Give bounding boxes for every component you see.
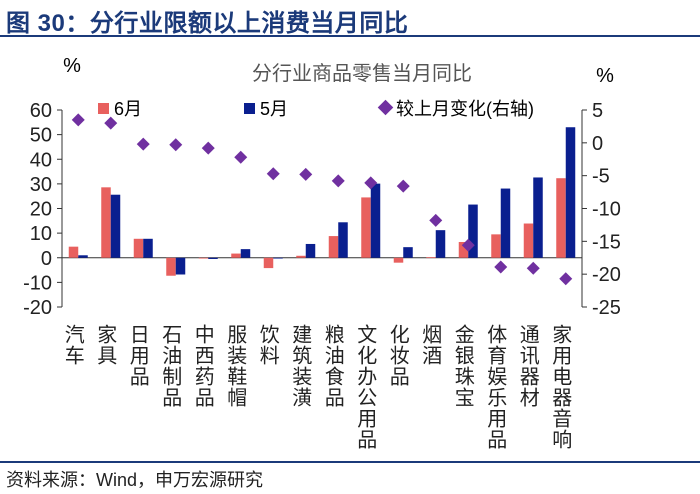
bar-may — [110, 194, 121, 258]
legend-swatch-june — [98, 103, 109, 114]
bar-june — [491, 234, 501, 258]
bar-june — [458, 241, 469, 258]
bar-june — [263, 257, 274, 269]
title-rule — [0, 35, 700, 37]
marker-change — [559, 272, 573, 286]
legend-label-may: 5月 — [260, 99, 288, 119]
right-axis-tick-label: 5 — [592, 100, 603, 122]
category-label: 通讯器材 — [516, 324, 539, 408]
category-label: 石油制品 — [159, 324, 182, 408]
right-axis-tick-label: -15 — [592, 231, 621, 253]
bar-june — [328, 236, 339, 258]
marker-change — [234, 150, 248, 164]
marker-change — [526, 261, 540, 275]
category-label: 粮油食品 — [321, 324, 344, 408]
left-axis-tick-label: 0 — [41, 248, 52, 270]
category-label: 文化办公用品 — [354, 324, 377, 450]
marker-change — [364, 176, 378, 190]
bar-june — [133, 238, 144, 258]
category-label: 家具 — [94, 324, 117, 366]
bar-june — [231, 253, 241, 258]
right-axis-tick-label: -25 — [592, 297, 621, 319]
footer-rule — [0, 461, 700, 463]
bar-june — [68, 246, 79, 258]
right-axis-tick-label: -10 — [592, 199, 621, 221]
chart-title: 分行业商品零售当月同比 — [252, 62, 472, 85]
bar-june — [523, 223, 534, 258]
category-label: 金银珠宝 — [451, 324, 474, 408]
left-axis-tick-label: 50 — [30, 125, 52, 147]
bar-may — [565, 127, 576, 258]
category-label: 建筑装潢 — [289, 324, 312, 408]
left-axis-tick-label: -10 — [23, 272, 52, 294]
bar-may — [208, 257, 218, 259]
marker-change — [429, 213, 443, 227]
bar-may — [403, 247, 413, 258]
bar-may — [435, 230, 446, 258]
marker-change — [461, 238, 475, 252]
bar-june — [426, 257, 436, 259]
legend: 6月 5月 较上月变化(右轴) — [98, 99, 534, 119]
category-label: 服装鞋帽 — [224, 324, 247, 408]
legend-swatch-change — [377, 99, 394, 116]
category-label: 汽车 — [61, 324, 84, 366]
bar-june — [166, 257, 176, 276]
left-axis-tick-label: 40 — [30, 149, 52, 171]
source-note: 资料来源：Wind，申万宏源研究 — [6, 470, 264, 490]
marker-change — [136, 137, 150, 151]
bar-may — [370, 183, 381, 258]
marker-change — [299, 167, 313, 181]
marker-change — [494, 260, 508, 274]
category-label: 化妆品 — [386, 324, 409, 387]
right-axis-unit: % — [596, 65, 614, 87]
right-axis-tick-label: -20 — [592, 264, 621, 286]
bar-may — [500, 188, 511, 258]
bar-may — [175, 257, 186, 275]
legend-swatch-may — [244, 103, 255, 114]
left-axis-tick-label: 30 — [30, 174, 52, 196]
marker-change — [169, 138, 183, 152]
category-label: 体育娱乐用品 — [484, 324, 507, 450]
marker-change — [396, 179, 410, 193]
bar-june — [361, 197, 371, 258]
left-axis-tick-label: 10 — [30, 223, 52, 245]
retail-sales-chart: 分行业商品零售当月同比 % % 6月 5月 较上月变化(右轴) 60504030… — [23, 55, 621, 450]
bar-may — [240, 249, 251, 258]
right-axis-tick-label: -5 — [592, 166, 610, 188]
bar-may — [143, 238, 153, 258]
category-label: 家用电器音响 — [549, 324, 572, 450]
legend-label-june: 6月 — [114, 99, 142, 119]
bar-may — [468, 204, 478, 258]
left-axis-tick-label: -20 — [23, 297, 52, 319]
figure-title: 图 30：分行业限额以上消费当月同比 — [6, 10, 409, 37]
marker-change — [201, 141, 215, 155]
bar-may — [533, 177, 543, 258]
marker-change — [266, 167, 280, 181]
bar-may — [78, 255, 88, 258]
bar-may — [338, 222, 348, 258]
bar-may — [305, 243, 316, 258]
legend-label-change: 较上月变化(右轴) — [396, 99, 534, 119]
left-axis-tick-label: 20 — [30, 199, 52, 221]
bar-june — [198, 257, 209, 259]
right-axis-tick-label: 0 — [592, 133, 603, 155]
left-axis-tick-label: 60 — [30, 100, 52, 122]
category-label: 中西药品 — [191, 324, 213, 408]
category-label: 烟酒 — [419, 324, 442, 366]
bar-june — [556, 178, 566, 258]
marker-change — [71, 113, 85, 127]
bar-june — [296, 255, 306, 258]
marker-change — [104, 116, 118, 130]
category-label: 饮料 — [256, 324, 279, 366]
marker-change — [331, 174, 345, 188]
category-label: 日用品 — [126, 324, 149, 387]
bar-june — [101, 187, 111, 258]
bar-may — [273, 257, 283, 259]
bar-june — [393, 257, 404, 263]
left-axis-unit: % — [63, 55, 81, 77]
